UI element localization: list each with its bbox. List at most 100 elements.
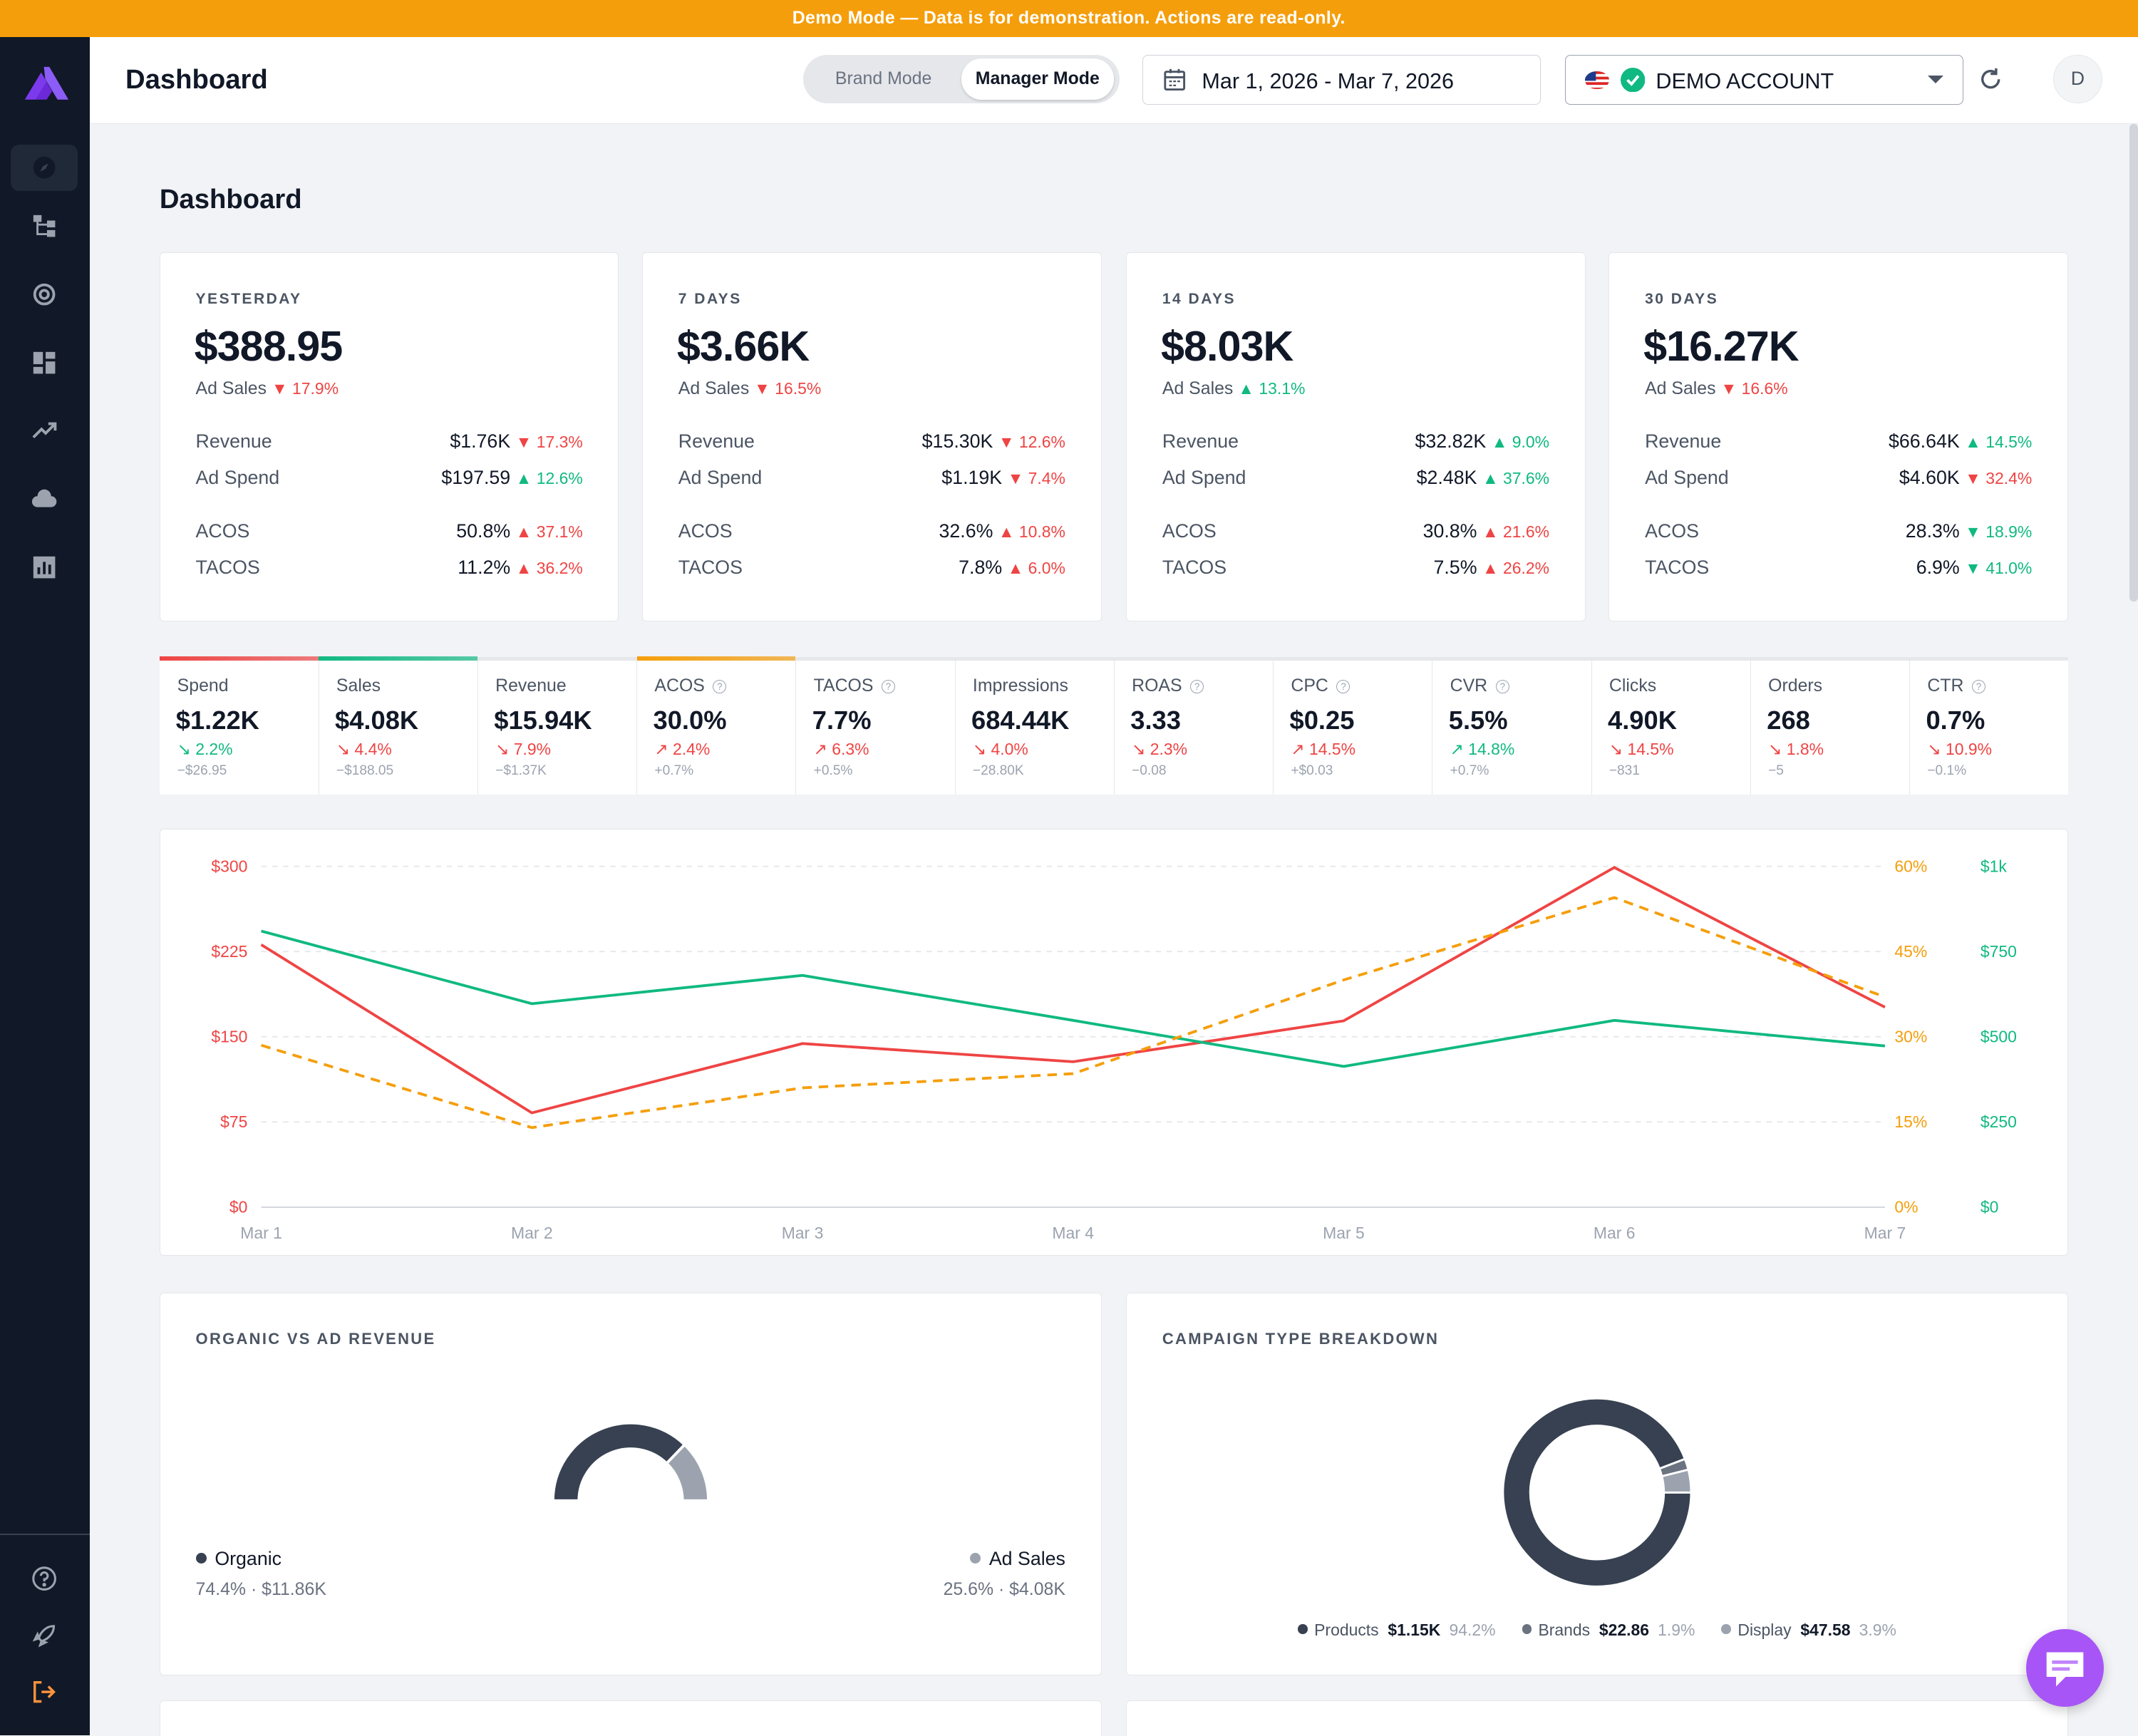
acos-value: 32.6% [939, 520, 993, 542]
help-icon[interactable]: ? [713, 680, 727, 694]
help-icon[interactable]: ? [1495, 680, 1509, 694]
spend-value: $4.60K [1899, 467, 1960, 489]
card-period: 7 DAYS [678, 291, 742, 308]
gauge-slice-organic[interactable] [551, 1421, 687, 1502]
metric-abs-change: +0.7% [1450, 763, 1489, 778]
card-tacos-row: TACOS 11.2% ▲ 36.2% [196, 557, 583, 579]
account-selector[interactable]: DEMO ACCOUNT [1565, 54, 1963, 105]
metric-abs-change: −0.08 [1132, 763, 1167, 778]
avatar[interactable]: D [2052, 54, 2102, 104]
donut-slice-products[interactable] [1502, 1397, 1693, 1588]
organic-percent: 74.4% [195, 1579, 247, 1600]
mode-toggle: Brand Mode Manager Mode [802, 54, 1120, 104]
tacos-change: ▲ 36.2% [515, 559, 583, 578]
card-tacos-row: TACOS 7.8% ▲ 6.0% [678, 557, 1065, 579]
tacos-change: ▲ 26.2% [1482, 559, 1550, 578]
chat-button[interactable] [2025, 1629, 2104, 1707]
ad-sales-change-value: 17.9% [292, 378, 339, 398]
metric-cpc[interactable]: CPC? $0.25 ↗ 14.5% +$0.03 [1274, 661, 1433, 795]
refresh-icon[interactable] [1978, 67, 2003, 91]
products-value: $1.15K [1388, 1620, 1441, 1639]
revenue-label: Revenue [1162, 430, 1239, 452]
brand-mode-button[interactable]: Brand Mode [835, 68, 932, 89]
ad-sales-value: $4.08K [1009, 1579, 1065, 1600]
acos-change: ▲ 10.8% [998, 522, 1065, 541]
metric-change-value: 1.8% [1786, 740, 1824, 759]
tacos-change-value: 36.2% [536, 559, 583, 578]
right-usd-axis-tick: $0 [1981, 1198, 1999, 1216]
help-icon[interactable]: ? [1336, 680, 1351, 694]
metric-impressions[interactable]: Impressions 684.44K ↘ 4.0% −28.80K [955, 661, 1115, 795]
metric-orders[interactable]: Orders 268 ↘ 1.8% −5 [1750, 661, 1911, 795]
bar-chart-icon[interactable] [11, 544, 78, 590]
help-icon[interactable]: ? [881, 680, 896, 694]
page-title: Dashboard [159, 184, 302, 215]
metric-accent-bar [159, 656, 319, 661]
sidebar [0, 36, 91, 1736]
metric-sales[interactable]: Sales $4.08K ↘ 4.4% −$188.05 [319, 656, 478, 795]
metric-change-value: 14.8% [1468, 740, 1515, 759]
trending-icon[interactable] [11, 408, 78, 454]
card-revenue-row: Revenue $15.30K ▼ 12.6% [678, 430, 1065, 453]
x-axis-tick: Mar 2 [511, 1224, 553, 1242]
tacos-change: ▲ 6.0% [1007, 559, 1065, 578]
metric-ctr[interactable]: CTR? 0.7% ↘ 10.9% −0.1% [1910, 661, 2070, 794]
metric-tacos[interactable]: TACOS? 7.7% ↗ 6.3% +0.5% [796, 661, 956, 795]
metric-change-value: 10.9% [1945, 740, 1993, 759]
target-icon[interactable] [11, 272, 78, 318]
metric-acos[interactable]: ACOS? 30.0% ↗ 2.4% +0.7% [636, 656, 797, 795]
spend-value: $1.19K [941, 467, 1003, 489]
organic-dot [195, 1553, 207, 1564]
rocket-icon[interactable] [11, 1613, 78, 1659]
ad-sales-change-value: 16.5% [775, 378, 822, 398]
metric-cvr[interactable]: CVR? 5.5% ↗ 14.8% +0.7% [1432, 661, 1592, 795]
metric-abs-change: −5 [1768, 763, 1784, 778]
ad-sales-legend: Ad Sales [970, 1548, 1065, 1570]
metric-accent-bar [636, 656, 796, 661]
dashboard-icon[interactable] [11, 339, 78, 386]
card-ad-sales-row: Ad Sales ▼ 16.6% [1645, 378, 1788, 399]
us-flag-icon [1584, 71, 1610, 90]
acos-label: ACOS [195, 520, 250, 542]
metric-spend[interactable]: Spend $1.22K ↘ 2.2% −$26.95 [159, 656, 319, 795]
metric-change-value: 2.2% [195, 740, 233, 759]
spend-label: Ad Spend [195, 467, 280, 489]
hierarchy-icon[interactable] [11, 203, 78, 249]
right-pct-axis-tick: 30% [1894, 1028, 1927, 1046]
ad-sales-label: Ad Sales [1162, 378, 1234, 398]
metric-clicks[interactable]: Clicks 4.90K ↘ 14.5% −831 [1591, 661, 1751, 795]
compass-icon[interactable] [11, 144, 78, 191]
spend-value: $197.59 [441, 467, 511, 489]
help-icon[interactable]: ? [1190, 680, 1204, 694]
metric-change: ↗ 2.4% [654, 740, 711, 759]
summary-card: YESTERDAY $388.95 Ad Sales ▼ 17.9% Revenue $… [159, 252, 619, 622]
revenue-value: $32.82K [1415, 430, 1487, 452]
manager-mode-button[interactable]: Manager Mode [961, 58, 1114, 100]
date-range-picker[interactable]: Mar 1, 2026 - Mar 7, 2026 [1142, 54, 1541, 105]
metric-abs-change: +0.5% [813, 763, 853, 778]
metric-roas[interactable]: ROAS? 3.33 ↘ 2.3% −0.08 [1114, 661, 1274, 795]
x-axis-tick: Mar 5 [1323, 1224, 1365, 1242]
metric-change: ↘ 7.9% [495, 740, 552, 759]
scrollbar[interactable] [2129, 124, 2138, 601]
spend-label: Ad Spend [678, 467, 763, 489]
series-line-0 [260, 866, 1886, 1115]
logout-icon[interactable] [11, 1669, 78, 1715]
metric-label: ACOS? [654, 676, 727, 696]
app-logo[interactable] [22, 64, 68, 103]
metric-abs-change: −28.80K [972, 763, 1024, 778]
line-chart-svg: $0 0% $0 $75 15% $250 $150 30% $500 $225 45% $750 $3… [211, 857, 2016, 1242]
help-icon[interactable]: ? [1971, 680, 1986, 694]
metric-change: ↘ 2.3% [1132, 740, 1188, 759]
metric-revenue[interactable]: Revenue $15.94K ↘ 7.9% −$1.37K [477, 661, 638, 795]
lower-card-left [159, 1700, 1102, 1736]
products-dot [1298, 1624, 1308, 1634]
gauge-slice-ad-sales[interactable] [664, 1442, 710, 1502]
brands-label: Brands [1538, 1620, 1591, 1639]
donut-slice-display[interactable] [1661, 1468, 1693, 1494]
organic-value: $11.86K [262, 1579, 326, 1600]
campaign-legend: Products $1.15K 94.2% Brands $22.86 1.9%… [1127, 1621, 2067, 1640]
cloud-icon[interactable] [11, 476, 78, 522]
help-icon[interactable] [11, 1556, 78, 1602]
header-title: Dashboard [125, 63, 268, 95]
